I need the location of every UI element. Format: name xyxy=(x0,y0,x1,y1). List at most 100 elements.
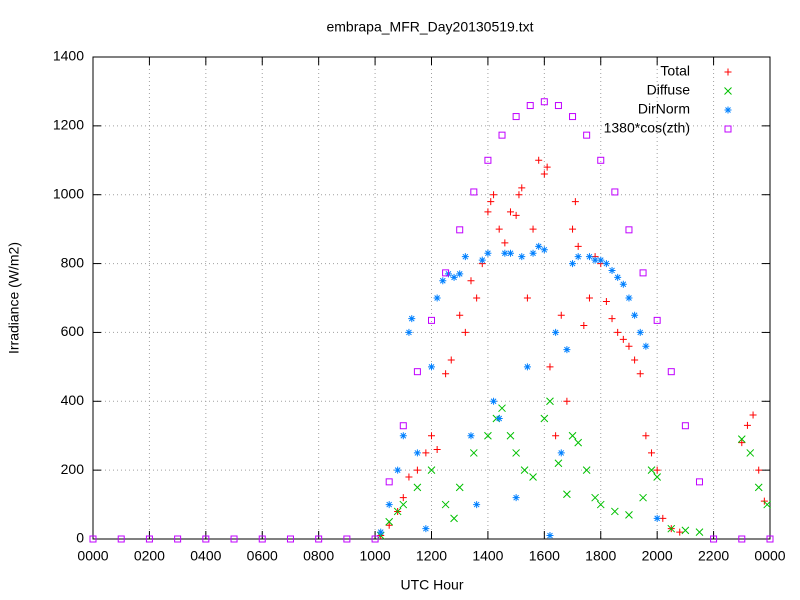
y-tick-label: 600 xyxy=(61,323,85,339)
legend-symbol xyxy=(724,125,732,133)
point xyxy=(450,273,458,281)
x-tick-label: 0800 xyxy=(303,548,334,564)
point xyxy=(625,511,633,519)
point xyxy=(648,449,656,457)
point xyxy=(574,253,582,261)
point xyxy=(540,98,548,106)
point xyxy=(286,535,294,543)
point xyxy=(569,260,577,268)
x-tick-label: 1400 xyxy=(472,548,503,564)
point xyxy=(469,449,478,457)
point xyxy=(535,242,543,250)
point xyxy=(653,514,661,522)
point xyxy=(442,269,450,277)
point xyxy=(399,494,407,502)
point xyxy=(571,198,579,206)
point xyxy=(501,249,509,257)
point xyxy=(408,315,416,323)
point xyxy=(461,328,469,336)
point xyxy=(737,435,746,444)
point xyxy=(422,525,430,533)
point xyxy=(377,528,385,536)
point xyxy=(625,342,633,350)
point xyxy=(512,494,520,502)
y-axis-label: Irradiance (W/m2) xyxy=(6,242,22,354)
point xyxy=(608,315,616,323)
point xyxy=(385,521,393,529)
point xyxy=(385,517,394,526)
point xyxy=(455,483,464,492)
point xyxy=(529,249,537,257)
x-tick-label: 1200 xyxy=(416,548,447,564)
point xyxy=(422,449,430,457)
point xyxy=(546,397,554,406)
point xyxy=(89,535,97,543)
x-tick-label: 0000 xyxy=(754,548,785,564)
point xyxy=(568,431,577,440)
point xyxy=(554,102,562,110)
point xyxy=(484,208,492,216)
point xyxy=(681,422,689,430)
x-tick-label: 0200 xyxy=(134,548,165,564)
point xyxy=(642,432,650,440)
point xyxy=(498,404,506,413)
point xyxy=(540,246,548,254)
legend-symbol xyxy=(724,106,732,114)
y-tick-label: 200 xyxy=(61,461,85,477)
legend-label: Total xyxy=(660,63,690,79)
point xyxy=(512,211,520,219)
point xyxy=(512,113,520,121)
point xyxy=(428,316,435,324)
point xyxy=(399,422,407,430)
point xyxy=(681,526,690,535)
point xyxy=(413,368,421,376)
point xyxy=(619,335,627,343)
point xyxy=(433,445,441,453)
point xyxy=(710,535,718,543)
point xyxy=(611,507,619,516)
point xyxy=(746,449,755,457)
point xyxy=(695,528,704,536)
y-tick-label: 400 xyxy=(61,392,85,408)
point xyxy=(743,421,751,429)
point xyxy=(441,500,450,509)
point xyxy=(385,501,393,509)
point xyxy=(413,449,421,457)
point xyxy=(574,438,583,447)
point xyxy=(540,414,549,423)
x-tick-label: 0400 xyxy=(190,548,221,564)
point xyxy=(518,184,526,192)
point xyxy=(653,466,661,474)
x-tick-label: 0600 xyxy=(247,548,278,564)
point xyxy=(399,500,408,509)
point xyxy=(484,249,492,257)
point xyxy=(394,466,402,474)
point xyxy=(495,225,503,233)
point xyxy=(495,415,503,422)
point xyxy=(583,131,591,139)
y-tick-label: 1200 xyxy=(53,117,84,133)
point xyxy=(393,507,402,516)
point xyxy=(467,432,475,440)
point xyxy=(552,328,560,336)
point xyxy=(456,270,464,278)
point xyxy=(535,156,543,164)
point xyxy=(145,535,153,543)
point xyxy=(526,102,534,110)
point xyxy=(202,535,210,543)
point xyxy=(602,297,610,305)
legend-label: 1380*cos(zth) xyxy=(604,120,690,136)
point xyxy=(749,411,757,419)
point xyxy=(428,363,435,371)
point xyxy=(585,253,593,261)
y-tick-label: 800 xyxy=(61,254,85,270)
point xyxy=(501,239,509,247)
point xyxy=(676,528,684,536)
x-tick-label: 1800 xyxy=(585,548,616,564)
legend-symbol xyxy=(724,87,732,95)
y-tick-label: 1000 xyxy=(53,185,84,201)
point xyxy=(597,256,605,264)
point xyxy=(580,322,588,330)
point xyxy=(614,328,622,336)
point xyxy=(540,170,548,178)
